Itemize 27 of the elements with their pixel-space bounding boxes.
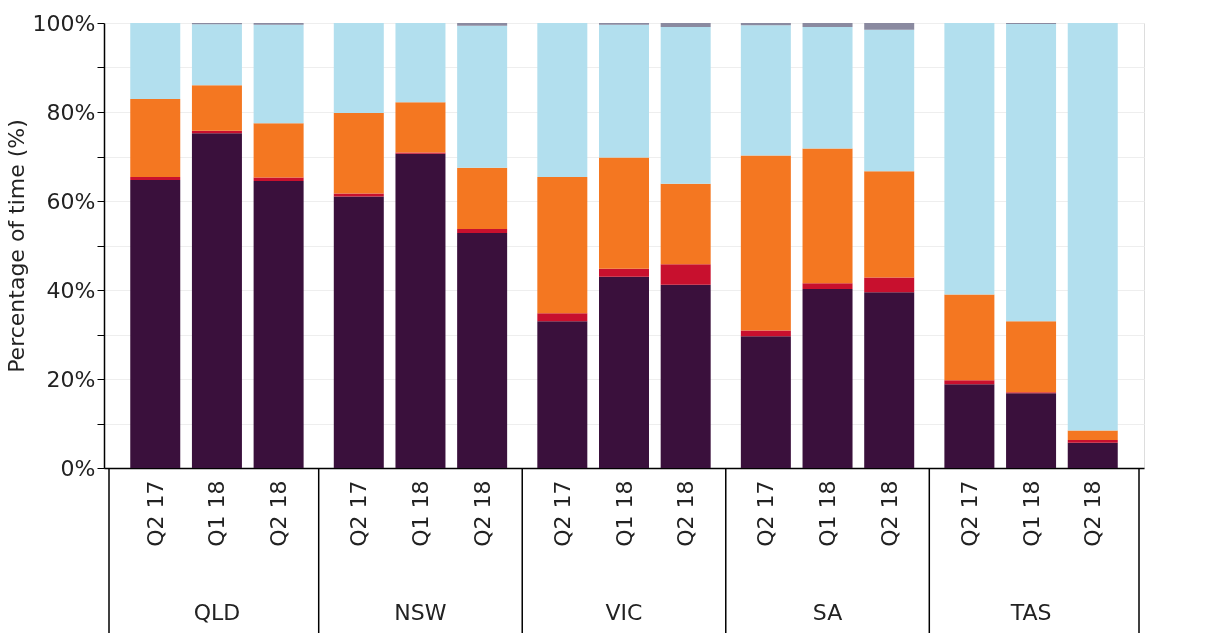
text: VIC bbox=[605, 600, 643, 625]
text: SA bbox=[812, 600, 843, 625]
x-tick-label: Q2 17 bbox=[142, 480, 168, 547]
text: NSW bbox=[394, 600, 447, 625]
x-tick-label: Q2 17 bbox=[753, 480, 779, 547]
x-tick-label: Q2 18 bbox=[266, 480, 292, 547]
x-tick-label: Q1 18 bbox=[815, 480, 841, 547]
text: QLD bbox=[193, 600, 241, 625]
y-tick-label: 60% bbox=[46, 188, 96, 214]
x-tick-label: Q2 18 bbox=[876, 480, 902, 547]
x-tick-label: Q2 17 bbox=[956, 480, 982, 547]
x-tick-label: Q1 18 bbox=[204, 480, 230, 547]
x-tick-label: Q2 18 bbox=[469, 480, 495, 547]
y-tick-label: 0% bbox=[60, 455, 96, 481]
y-tick-label: 80% bbox=[46, 99, 96, 125]
x-tick-label: Q1 18 bbox=[1018, 480, 1044, 547]
x-tick-label: Q2 17 bbox=[346, 480, 372, 547]
y-tick-label: 20% bbox=[46, 366, 96, 392]
text: TAS bbox=[1009, 600, 1052, 625]
y-tick-label: 40% bbox=[46, 277, 96, 303]
y-tick-label: 100% bbox=[32, 10, 96, 36]
x-tick-label: Q1 18 bbox=[407, 480, 433, 547]
x-tick-label: Q2 18 bbox=[1080, 480, 1106, 547]
y-axis-title: Percentage of time (%) bbox=[3, 119, 29, 373]
x-tick-label: Q2 18 bbox=[673, 480, 699, 547]
x-tick-label: Q2 17 bbox=[549, 480, 575, 547]
x-tick-label: Q1 18 bbox=[611, 480, 637, 547]
